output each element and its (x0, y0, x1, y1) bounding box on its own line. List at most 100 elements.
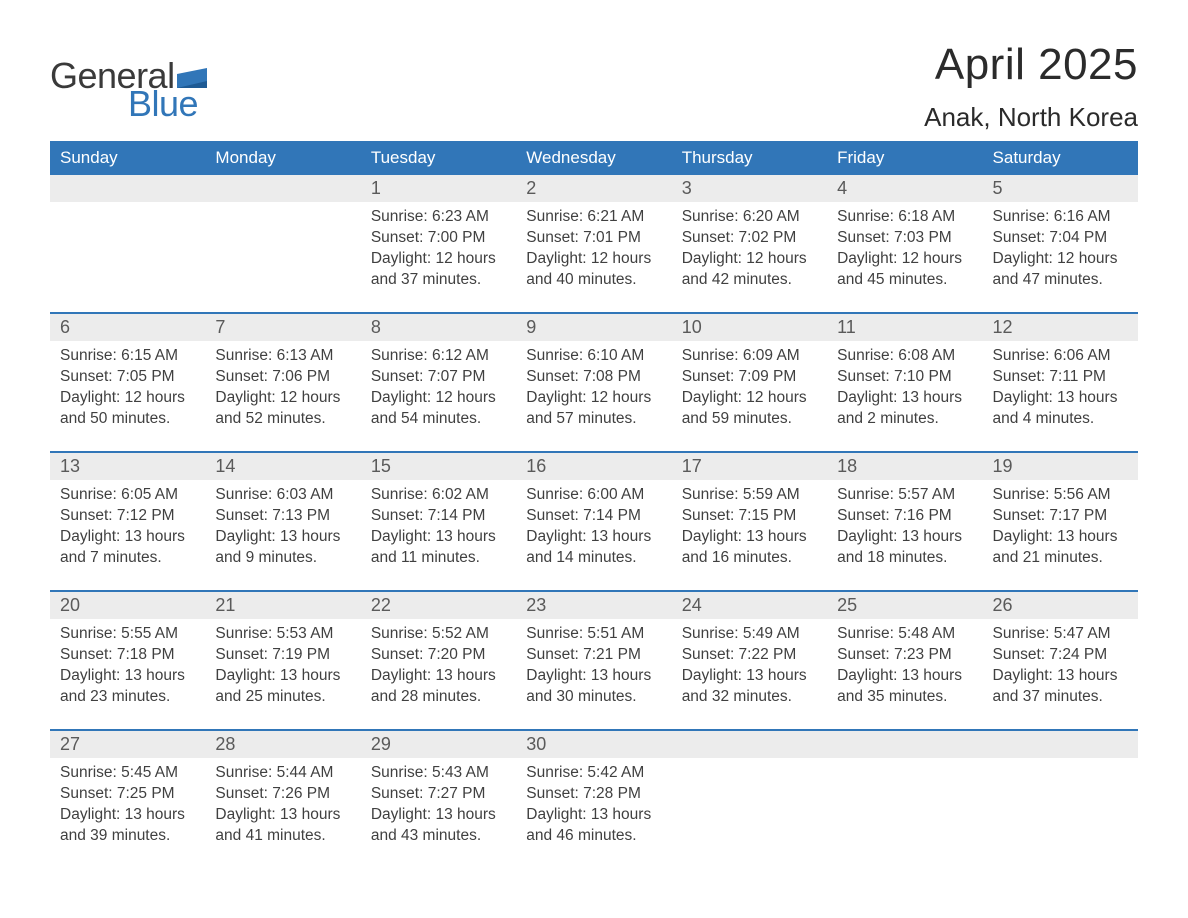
daylight-text: Daylight: 13 hours and 7 minutes. (60, 527, 195, 569)
daylight-text: Daylight: 13 hours and 41 minutes. (215, 805, 350, 847)
sunset-text: Sunset: 7:21 PM (526, 645, 661, 666)
detail-row: Sunrise: 6:15 AMSunset: 7:05 PMDaylight:… (50, 341, 1138, 451)
weekday-header: Wednesday (516, 141, 671, 175)
daylight-text: Daylight: 13 hours and 25 minutes. (215, 666, 350, 708)
sunset-text: Sunset: 7:00 PM (371, 228, 506, 249)
month-title: April 2025 (924, 40, 1138, 90)
weeks-container: 12345Sunrise: 6:23 AMSunset: 7:00 PMDayl… (50, 175, 1138, 868)
day-detail: Sunrise: 6:03 AMSunset: 7:13 PMDaylight:… (205, 480, 360, 590)
day-detail: Sunrise: 6:02 AMSunset: 7:14 PMDaylight:… (361, 480, 516, 590)
day-number: 5 (983, 175, 1138, 202)
daylight-text: Daylight: 12 hours and 50 minutes. (60, 388, 195, 430)
day-number (50, 175, 205, 202)
day-number: 27 (50, 731, 205, 758)
sunset-text: Sunset: 7:17 PM (993, 506, 1128, 527)
day-number: 14 (205, 453, 360, 480)
sunset-text: Sunset: 7:08 PM (526, 367, 661, 388)
sunset-text: Sunset: 7:19 PM (215, 645, 350, 666)
sunset-text: Sunset: 7:23 PM (837, 645, 972, 666)
day-detail: Sunrise: 6:10 AMSunset: 7:08 PMDaylight:… (516, 341, 671, 451)
sunset-text: Sunset: 7:24 PM (993, 645, 1128, 666)
daynum-row: 27282930 (50, 729, 1138, 758)
day-detail: Sunrise: 5:47 AMSunset: 7:24 PMDaylight:… (983, 619, 1138, 729)
daylight-text: Daylight: 13 hours and 23 minutes. (60, 666, 195, 708)
day-detail: Sunrise: 6:20 AMSunset: 7:02 PMDaylight:… (672, 202, 827, 312)
day-number: 19 (983, 453, 1138, 480)
day-detail: Sunrise: 5:55 AMSunset: 7:18 PMDaylight:… (50, 619, 205, 729)
day-number: 22 (361, 592, 516, 619)
day-number: 9 (516, 314, 671, 341)
day-number: 23 (516, 592, 671, 619)
sunset-text: Sunset: 7:28 PM (526, 784, 661, 805)
daylight-text: Daylight: 13 hours and 43 minutes. (371, 805, 506, 847)
daylight-text: Daylight: 13 hours and 9 minutes. (215, 527, 350, 569)
day-number: 17 (672, 453, 827, 480)
sunrise-text: Sunrise: 5:44 AM (215, 763, 350, 784)
sunrise-text: Sunrise: 6:10 AM (526, 346, 661, 367)
daylight-text: Daylight: 13 hours and 28 minutes. (371, 666, 506, 708)
day-detail: Sunrise: 6:13 AMSunset: 7:06 PMDaylight:… (205, 341, 360, 451)
day-detail: Sunrise: 6:21 AMSunset: 7:01 PMDaylight:… (516, 202, 671, 312)
day-number: 21 (205, 592, 360, 619)
day-number: 18 (827, 453, 982, 480)
day-detail: Sunrise: 5:48 AMSunset: 7:23 PMDaylight:… (827, 619, 982, 729)
sunrise-text: Sunrise: 6:09 AM (682, 346, 817, 367)
sunset-text: Sunset: 7:03 PM (837, 228, 972, 249)
daylight-text: Daylight: 13 hours and 14 minutes. (526, 527, 661, 569)
day-number: 15 (361, 453, 516, 480)
sunset-text: Sunset: 7:26 PM (215, 784, 350, 805)
daylight-text: Daylight: 13 hours and 4 minutes. (993, 388, 1128, 430)
logo-word2: Blue (128, 86, 207, 122)
sunrise-text: Sunrise: 6:23 AM (371, 207, 506, 228)
day-number: 20 (50, 592, 205, 619)
sunrise-text: Sunrise: 5:49 AM (682, 624, 817, 645)
sunrise-text: Sunrise: 6:20 AM (682, 207, 817, 228)
day-number: 30 (516, 731, 671, 758)
sunrise-text: Sunrise: 6:21 AM (526, 207, 661, 228)
detail-row: Sunrise: 6:23 AMSunset: 7:00 PMDaylight:… (50, 202, 1138, 312)
location-title: Anak, North Korea (924, 102, 1138, 133)
day-number: 13 (50, 453, 205, 480)
day-detail (983, 758, 1138, 868)
sunset-text: Sunset: 7:13 PM (215, 506, 350, 527)
daylight-text: Daylight: 13 hours and 35 minutes. (837, 666, 972, 708)
sunset-text: Sunset: 7:09 PM (682, 367, 817, 388)
sunrise-text: Sunrise: 5:59 AM (682, 485, 817, 506)
day-detail: Sunrise: 5:56 AMSunset: 7:17 PMDaylight:… (983, 480, 1138, 590)
detail-row: Sunrise: 5:45 AMSunset: 7:25 PMDaylight:… (50, 758, 1138, 868)
sunset-text: Sunset: 7:16 PM (837, 506, 972, 527)
daylight-text: Daylight: 12 hours and 59 minutes. (682, 388, 817, 430)
day-detail: Sunrise: 5:44 AMSunset: 7:26 PMDaylight:… (205, 758, 360, 868)
weekday-header: Monday (205, 141, 360, 175)
daylight-text: Daylight: 13 hours and 16 minutes. (682, 527, 817, 569)
day-number: 1 (361, 175, 516, 202)
daylight-text: Daylight: 13 hours and 30 minutes. (526, 666, 661, 708)
sunrise-text: Sunrise: 5:52 AM (371, 624, 506, 645)
weekday-header: Friday (827, 141, 982, 175)
daylight-text: Daylight: 13 hours and 2 minutes. (837, 388, 972, 430)
day-detail: Sunrise: 5:57 AMSunset: 7:16 PMDaylight:… (827, 480, 982, 590)
day-number: 4 (827, 175, 982, 202)
day-detail: Sunrise: 6:08 AMSunset: 7:10 PMDaylight:… (827, 341, 982, 451)
sunset-text: Sunset: 7:10 PM (837, 367, 972, 388)
daynum-row: 13141516171819 (50, 451, 1138, 480)
day-detail: Sunrise: 6:06 AMSunset: 7:11 PMDaylight:… (983, 341, 1138, 451)
detail-row: Sunrise: 5:55 AMSunset: 7:18 PMDaylight:… (50, 619, 1138, 729)
logo: General Blue (50, 40, 207, 122)
sunset-text: Sunset: 7:06 PM (215, 367, 350, 388)
weekday-header: Sunday (50, 141, 205, 175)
day-detail: Sunrise: 6:00 AMSunset: 7:14 PMDaylight:… (516, 480, 671, 590)
sunrise-text: Sunrise: 5:53 AM (215, 624, 350, 645)
daylight-text: Daylight: 13 hours and 21 minutes. (993, 527, 1128, 569)
daynum-row: 20212223242526 (50, 590, 1138, 619)
sunset-text: Sunset: 7:04 PM (993, 228, 1128, 249)
day-detail: Sunrise: 5:53 AMSunset: 7:19 PMDaylight:… (205, 619, 360, 729)
day-number: 3 (672, 175, 827, 202)
sunrise-text: Sunrise: 6:05 AM (60, 485, 195, 506)
sunrise-text: Sunrise: 5:45 AM (60, 763, 195, 784)
sunset-text: Sunset: 7:22 PM (682, 645, 817, 666)
daylight-text: Daylight: 12 hours and 57 minutes. (526, 388, 661, 430)
day-detail: Sunrise: 5:43 AMSunset: 7:27 PMDaylight:… (361, 758, 516, 868)
day-detail: Sunrise: 5:51 AMSunset: 7:21 PMDaylight:… (516, 619, 671, 729)
sunrise-text: Sunrise: 6:02 AM (371, 485, 506, 506)
